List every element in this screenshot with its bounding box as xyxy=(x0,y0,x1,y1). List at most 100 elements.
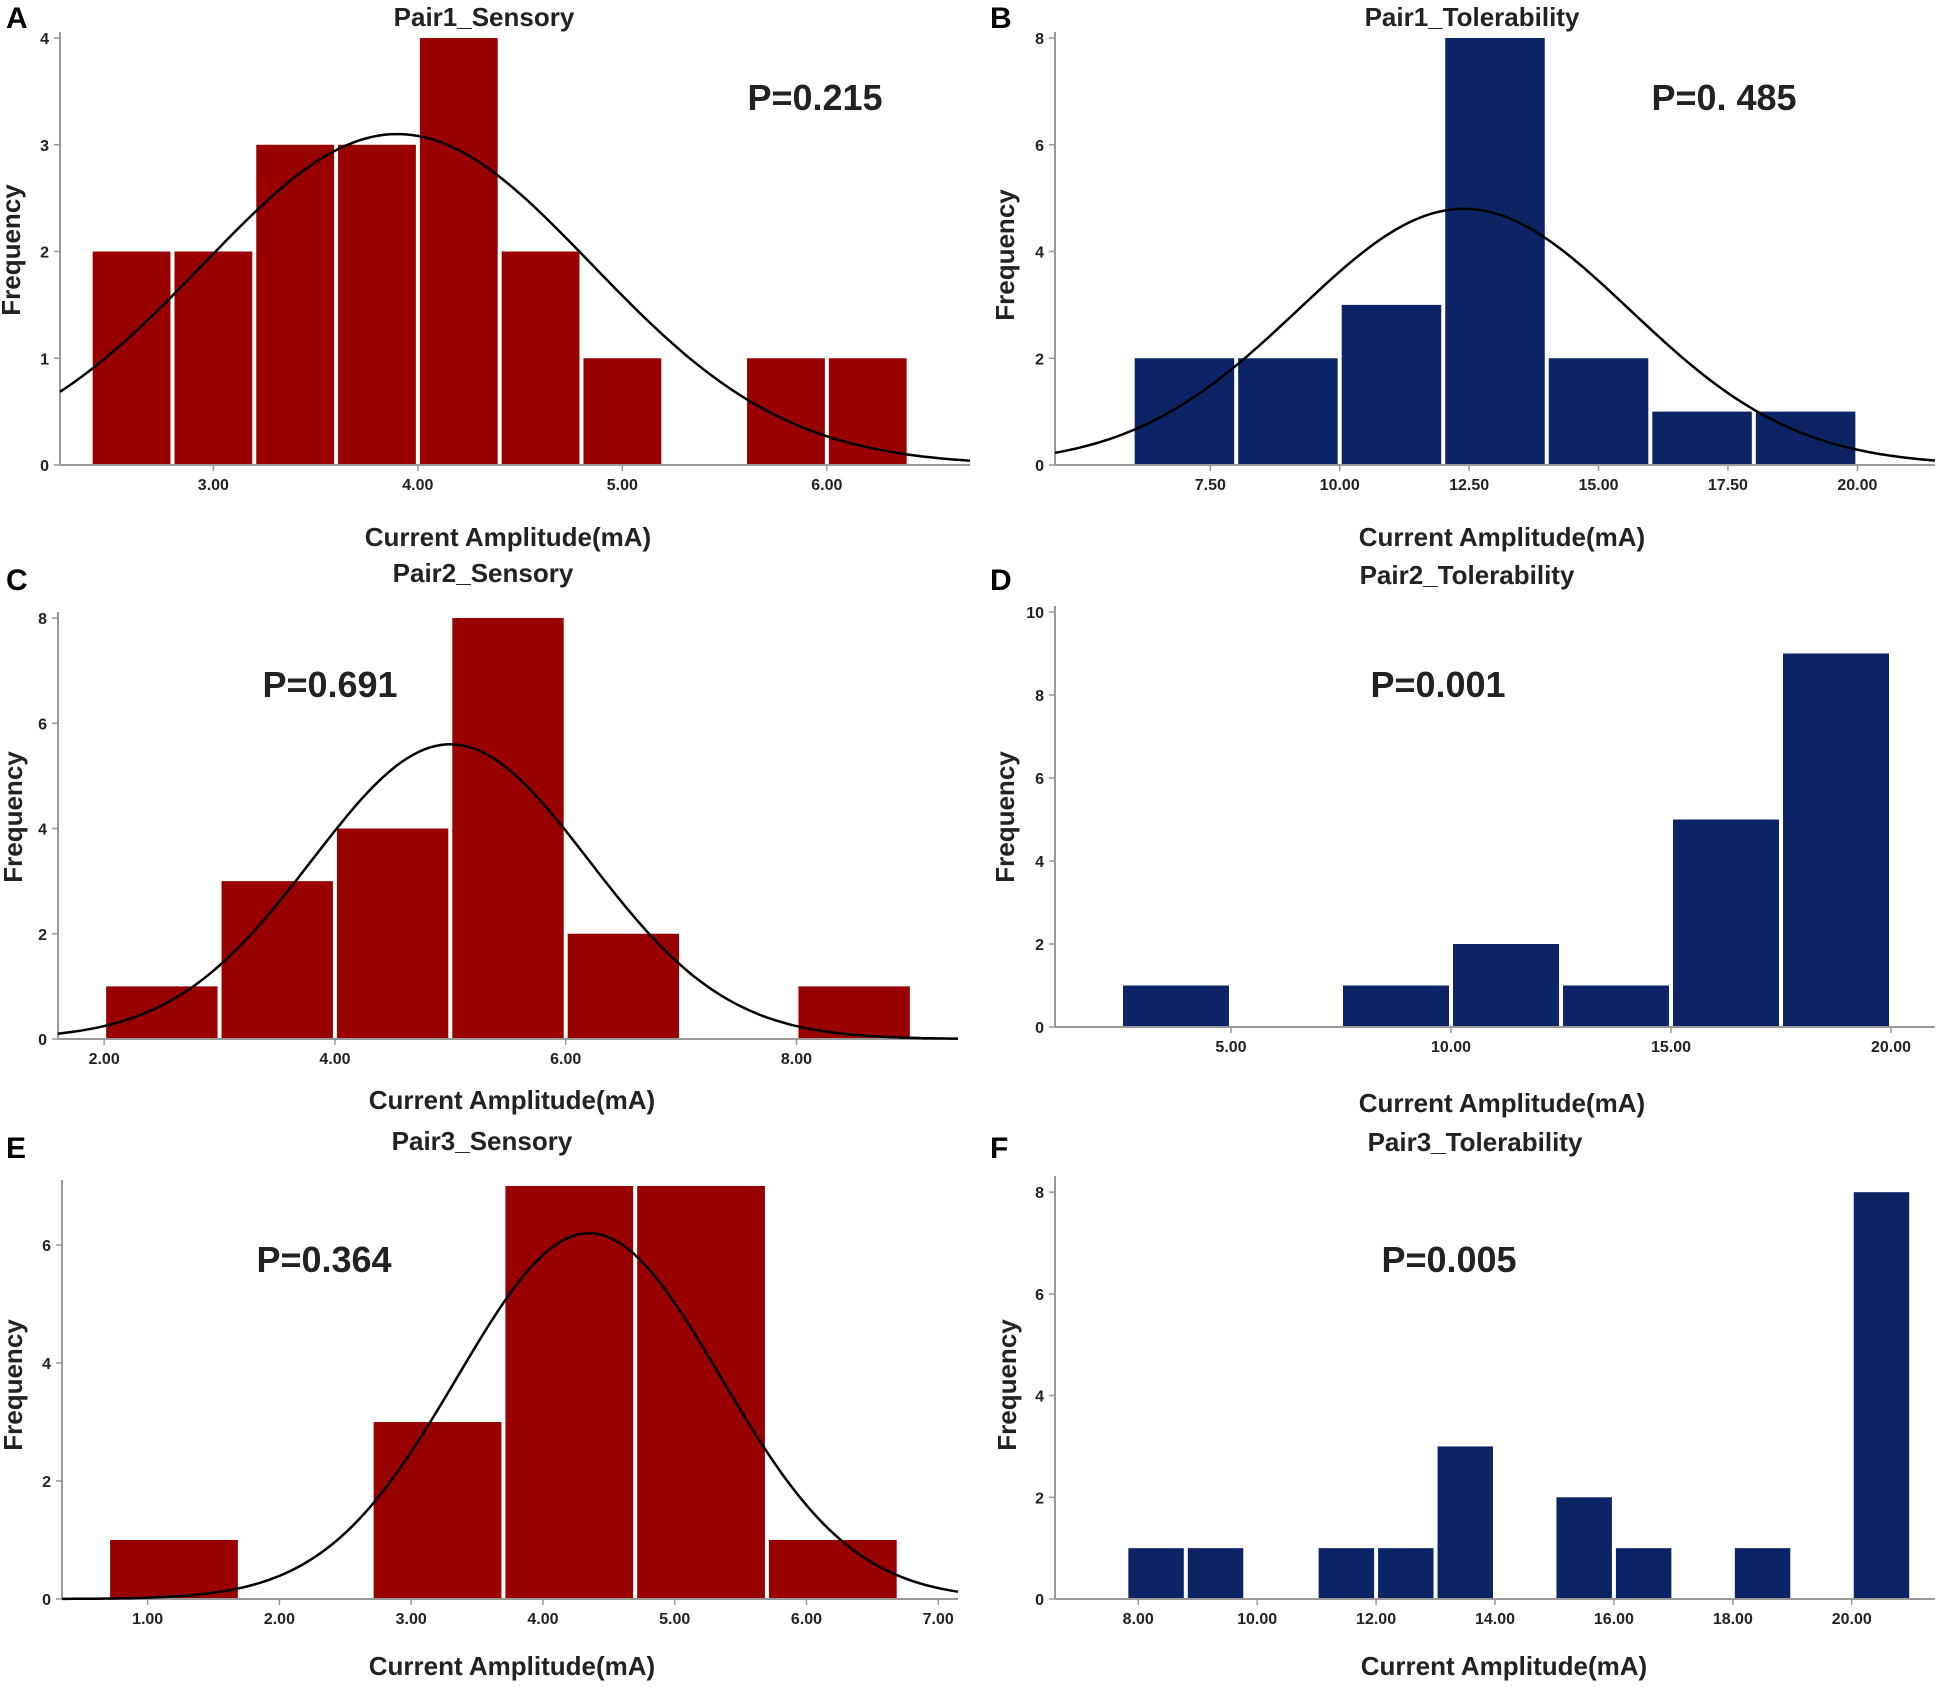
chart-title: Pair2_Tolerability xyxy=(1360,560,1575,590)
histogram-bar xyxy=(1378,1548,1434,1599)
y-tick-label: 4 xyxy=(1035,854,1044,871)
panel-d: D 5.00 10.00 15.00 20.00 0 2 4 6 8 10 Pair2_Tolera… xyxy=(990,560,1955,1122)
x-tick-label: 12.00 xyxy=(1356,1611,1396,1628)
histogram-bar xyxy=(338,144,416,465)
x-tick-label: 18.00 xyxy=(1713,1611,1753,1628)
panel-letter: F xyxy=(990,1132,1009,1165)
x-tick-label: 14.00 xyxy=(1475,1611,1515,1628)
y-tick-label: 8 xyxy=(1035,31,1044,48)
y-tick-label: 0 xyxy=(1035,458,1044,475)
x-tick-label: 7.00 xyxy=(923,1611,954,1628)
histogram-bar xyxy=(174,251,253,465)
y-tick-label: 6 xyxy=(1035,138,1044,155)
x-tick-label: 10.00 xyxy=(1237,1611,1277,1628)
panel-letter: B xyxy=(990,2,1012,35)
p-value-annotation: P=0. 485 xyxy=(1651,77,1796,118)
y-tick-label: 0 xyxy=(38,1032,47,1049)
x-axis-label: Current Amplitude(mA) xyxy=(1359,1088,1645,1118)
histogram-bar xyxy=(1123,985,1229,1027)
histogram-bar xyxy=(1343,985,1449,1027)
y-tick-label: 2 xyxy=(42,1474,51,1491)
y-tick-label: 0 xyxy=(1035,1592,1044,1609)
y-axis-label: Frequency xyxy=(0,184,26,316)
histogram-bar xyxy=(1238,358,1338,465)
x-tick-label: 3.00 xyxy=(396,1611,427,1628)
y-axis-label: Frequency xyxy=(990,751,1020,883)
panel-a: A 3.00 4.00 5.00 6.00 0 1 2 3 4 Pair1_Sensory P=0.… xyxy=(0,0,975,560)
x-tick-label: 4.00 xyxy=(527,1611,558,1628)
y-axis-label: Frequency xyxy=(992,1319,1022,1451)
x-tick-label: 15.00 xyxy=(1651,1039,1691,1056)
histogram-bar xyxy=(1548,358,1649,465)
histogram-bar xyxy=(1187,1548,1244,1599)
histogram-bar xyxy=(637,1186,765,1599)
y-tick-label: 6 xyxy=(42,1238,51,1255)
y-axis-label: Frequency xyxy=(0,1319,28,1451)
histogram-bar xyxy=(336,828,449,1039)
y-axis-label: Frequency xyxy=(990,189,1020,321)
normal-curve xyxy=(59,132,971,462)
histogram-b: 7.50 10.00 12.50 15.00 17.50 20.00 0 2 4 6 8 Pair1_… xyxy=(990,2,1936,552)
y-tick-label: 2 xyxy=(1035,937,1044,954)
panel-e: E 1.00 2.00 3.00 4.00 5.00 6.00 7.00 0 2 4 6 Pair3_… xyxy=(0,1126,975,1687)
y-tick-label: 6 xyxy=(38,716,47,733)
panel-letter: A xyxy=(6,2,28,35)
y-tick-label: 0 xyxy=(40,458,49,475)
histogram-bar xyxy=(1783,653,1889,1027)
chart-title: Pair1_Sensory xyxy=(394,2,575,32)
histogram-bar xyxy=(1341,304,1442,465)
y-tick-label: 4 xyxy=(40,31,49,48)
y-tick-label: 0 xyxy=(42,1592,51,1609)
normal-curve xyxy=(1054,207,1936,462)
normal-curve xyxy=(62,1231,959,1601)
x-tick-label: 7.50 xyxy=(1195,477,1226,494)
histogram-e: 1.00 2.00 3.00 4.00 5.00 6.00 7.00 0 2 4 6 Pair3_Se… xyxy=(0,1126,959,1681)
x-tick-label: 17.50 xyxy=(1708,477,1748,494)
y-tick-label: 6 xyxy=(1035,1287,1044,1304)
histogram-f: 8.00 10.00 12.00 14.00 16.00 18.00 20.00 0 2 4 6 8 P… xyxy=(992,1127,1935,1681)
histogram-bar xyxy=(1437,1446,1493,1599)
x-tick-label: 20.00 xyxy=(1832,1611,1872,1628)
histogram-bar xyxy=(106,986,218,1039)
y-tick-label: 6 xyxy=(1035,771,1044,788)
x-tick-label: 5.00 xyxy=(659,1611,690,1628)
histogram-c: 2.00 4.00 6.00 8.00 0 2 4 6 8 Pair2_Sensory P=0.69… xyxy=(0,558,958,1115)
histogram-bar xyxy=(1615,1548,1672,1599)
x-tick-label: 10.00 xyxy=(1431,1039,1471,1056)
chart-title: Pair1_Tolerability xyxy=(1365,2,1580,32)
normal-curve xyxy=(57,743,958,1040)
histogram-bar xyxy=(419,38,498,465)
histogram-bar xyxy=(1128,1548,1184,1599)
y-axis-label: Frequency xyxy=(0,751,28,883)
y-tick-label: 4 xyxy=(38,822,47,839)
x-tick-label: 6.00 xyxy=(811,477,842,494)
histogram-bar xyxy=(221,881,333,1039)
x-tick-label: 20.00 xyxy=(1871,1039,1911,1056)
histogram-bar xyxy=(1134,358,1235,465)
panel-c: C 2.00 4.00 6.00 8.00 0 2 4 6 8 Pair2_Sensory P=0.… xyxy=(0,558,975,1122)
x-tick-label: 8.00 xyxy=(1123,1611,1154,1628)
x-tick-label: 6.00 xyxy=(791,1611,822,1628)
histogram-bar xyxy=(567,933,680,1039)
chart-title: Pair3_Sensory xyxy=(392,1126,573,1156)
histogram-bar xyxy=(768,1540,897,1599)
histogram-bar xyxy=(373,1422,502,1599)
x-axis-label: Current Amplitude(mA) xyxy=(1361,1651,1647,1681)
p-value-annotation: P=0.215 xyxy=(747,77,882,118)
p-value-annotation: P=0.364 xyxy=(256,1239,391,1280)
x-axis-label: Current Amplitude(mA) xyxy=(369,1085,655,1115)
y-tick-label: 8 xyxy=(1035,688,1044,705)
histogram-bar xyxy=(452,618,564,1039)
panel-letter: C xyxy=(6,564,28,597)
histogram-bar xyxy=(1853,1192,1910,1599)
histogram-bar xyxy=(747,358,825,465)
p-value-annotation: P=0.691 xyxy=(262,664,397,705)
x-tick-label: 12.50 xyxy=(1449,477,1489,494)
histogram-bar xyxy=(583,358,662,465)
histogram-bar xyxy=(110,1540,238,1599)
x-tick-label: 15.00 xyxy=(1579,477,1619,494)
x-tick-label: 2.00 xyxy=(89,1051,120,1068)
x-tick-label: 3.00 xyxy=(198,477,229,494)
histogram-bar xyxy=(1556,1497,1612,1599)
